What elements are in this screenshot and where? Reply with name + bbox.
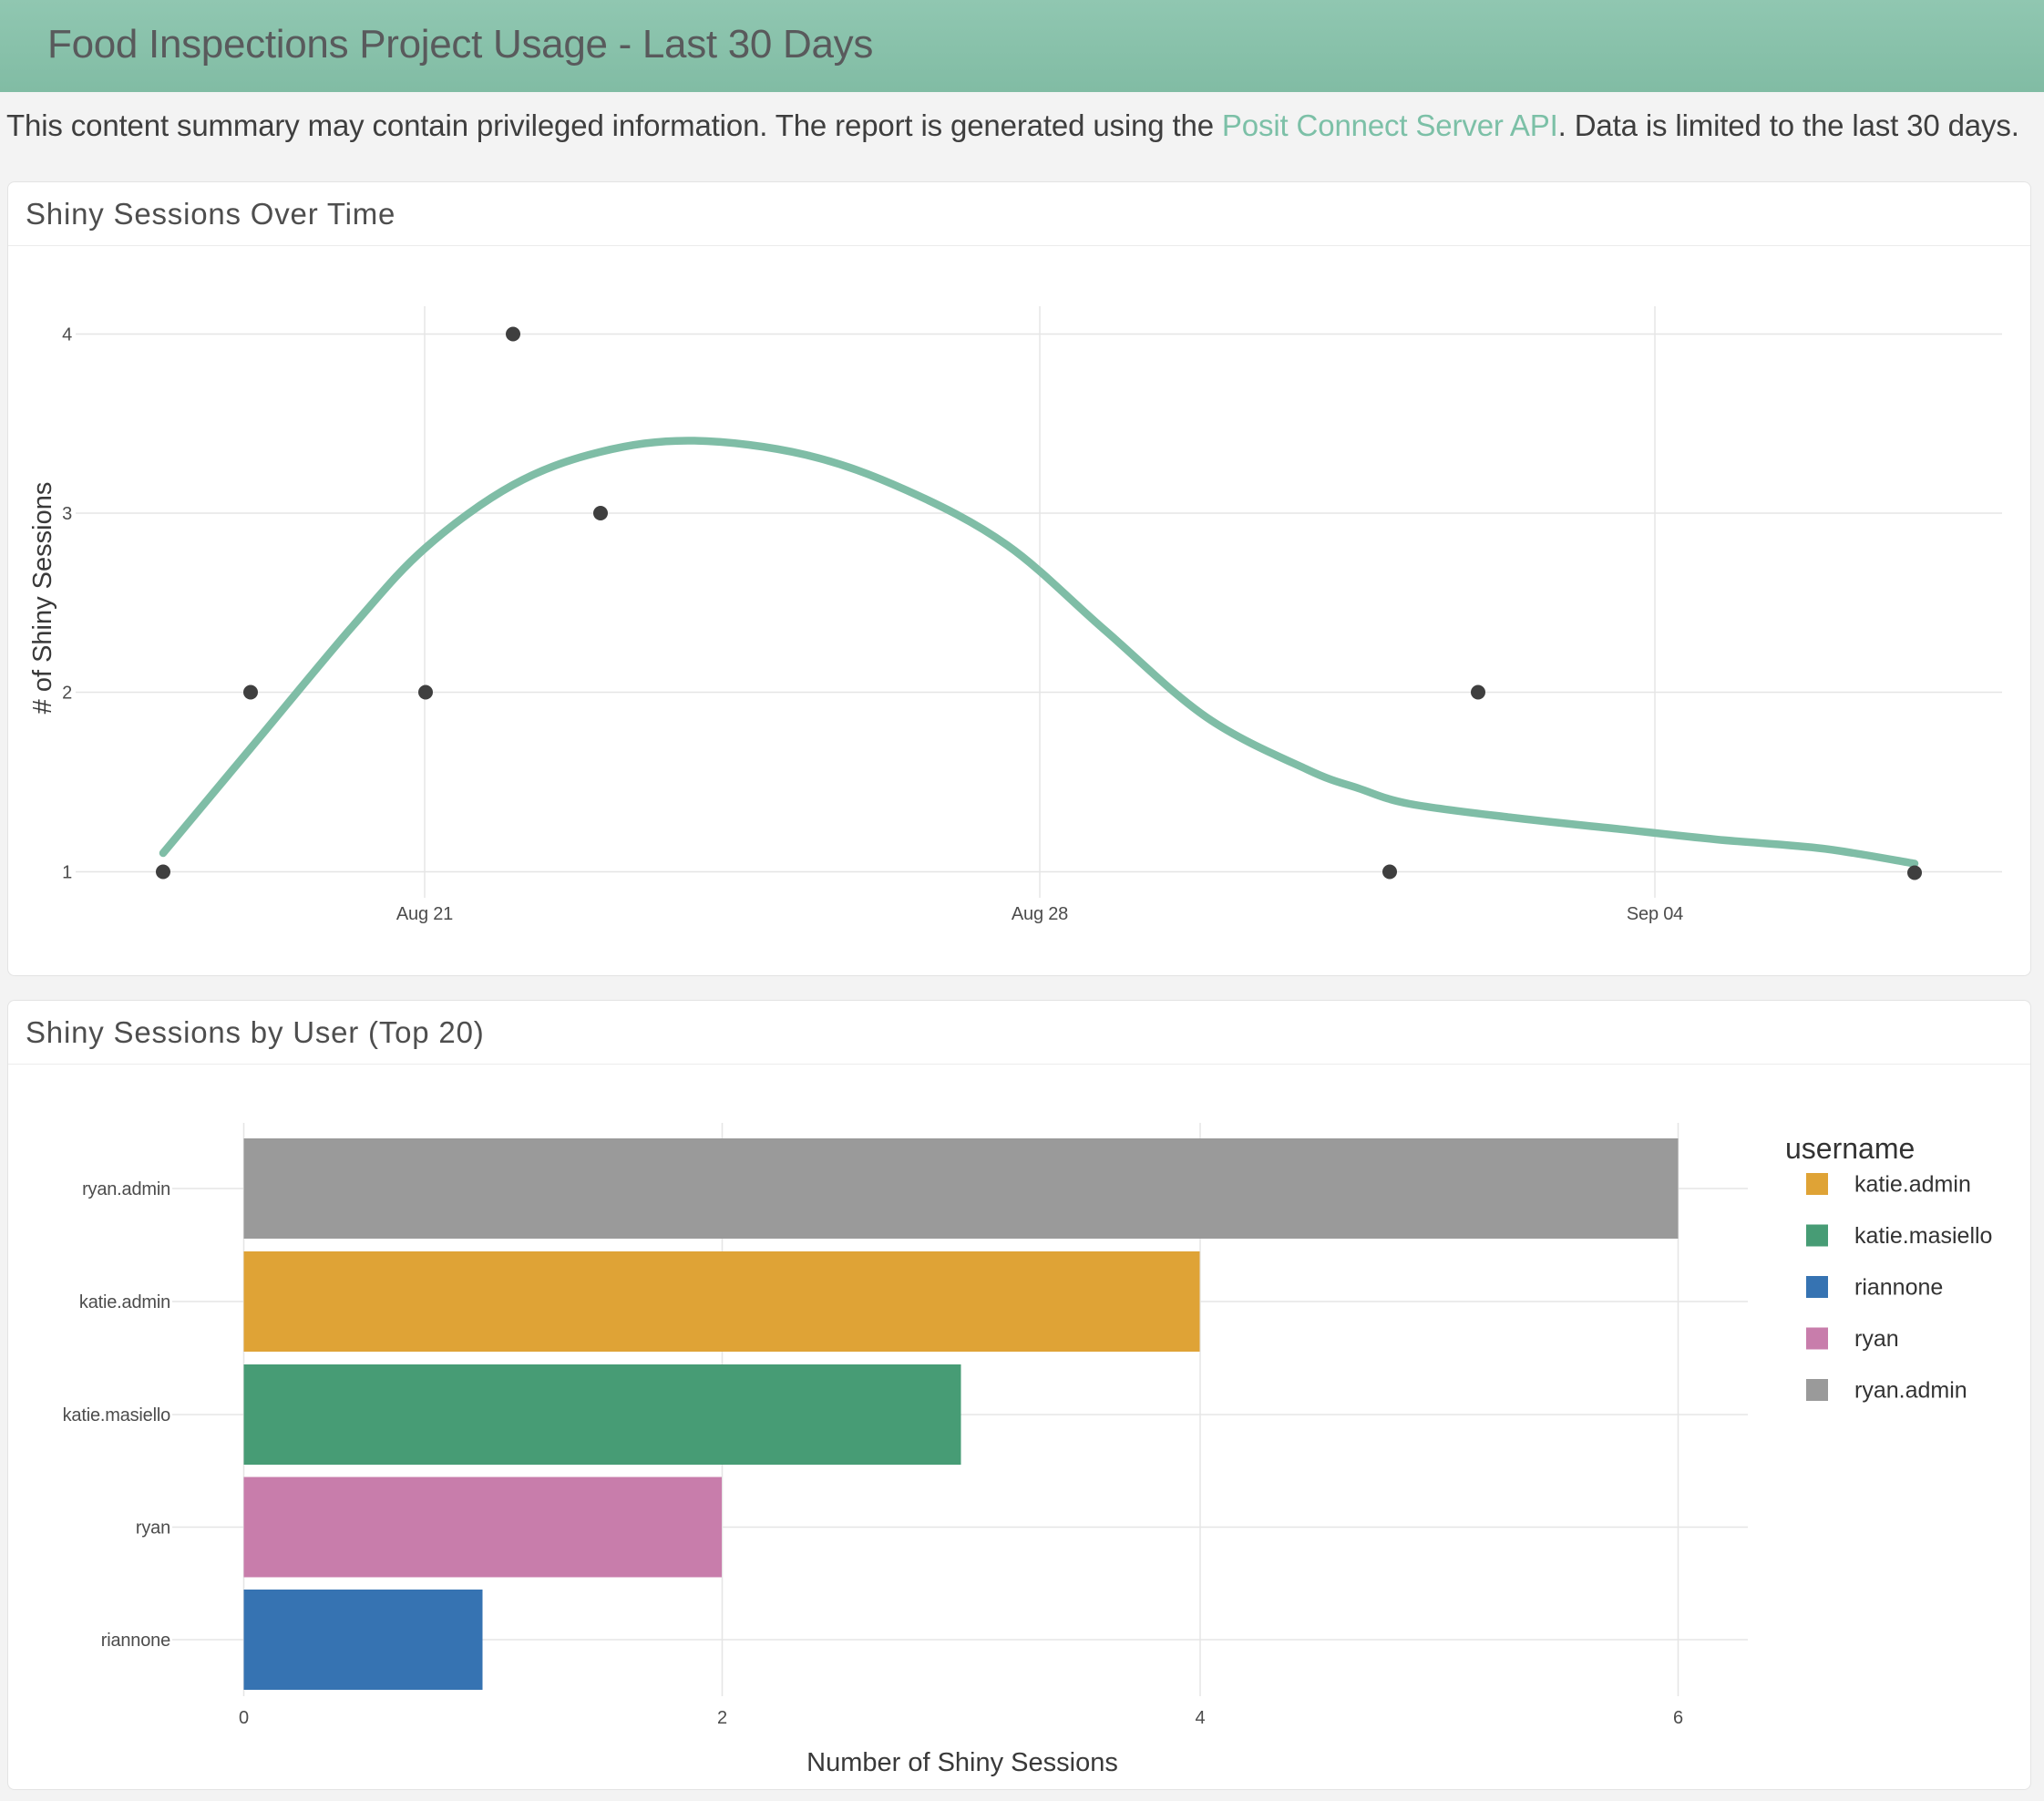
svg-text:4: 4	[1196, 1708, 1206, 1728]
svg-text:Number of Shiny Sessions: Number of Shiny Sessions	[806, 1748, 1118, 1777]
svg-text:1: 1	[62, 863, 72, 883]
svg-text:2: 2	[62, 684, 72, 704]
svg-text:0: 0	[239, 1708, 249, 1728]
svg-text:ryan.admin: ryan.admin	[1854, 1378, 1967, 1404]
svg-text:3: 3	[62, 504, 72, 524]
svg-text:ryan: ryan	[1854, 1326, 1899, 1352]
svg-text:username: username	[1785, 1132, 1915, 1165]
svg-text:2: 2	[717, 1708, 727, 1728]
svg-text:katie.admin: katie.admin	[1854, 1172, 1971, 1198]
svg-text:ryan.admin: ryan.admin	[82, 1179, 170, 1199]
svg-text:katie.masiello: katie.masiello	[63, 1405, 170, 1425]
svg-text:4: 4	[62, 325, 72, 345]
svg-text:katie.admin: katie.admin	[79, 1292, 170, 1312]
svg-text:Sep 04: Sep 04	[1627, 904, 1683, 924]
svg-text:Aug 21: Aug 21	[396, 904, 453, 924]
svg-text:riannone: riannone	[1854, 1275, 1943, 1301]
svg-text:Aug 28: Aug 28	[1012, 904, 1068, 924]
svg-text:katie.masiello: katie.masiello	[1854, 1223, 1992, 1249]
svg-text:# of Shiny Sessions: # of Shiny Sessions	[28, 482, 57, 715]
svg-text:riannone: riannone	[101, 1631, 170, 1651]
svg-text:6: 6	[1673, 1708, 1683, 1728]
svg-text:ryan: ryan	[136, 1518, 170, 1539]
